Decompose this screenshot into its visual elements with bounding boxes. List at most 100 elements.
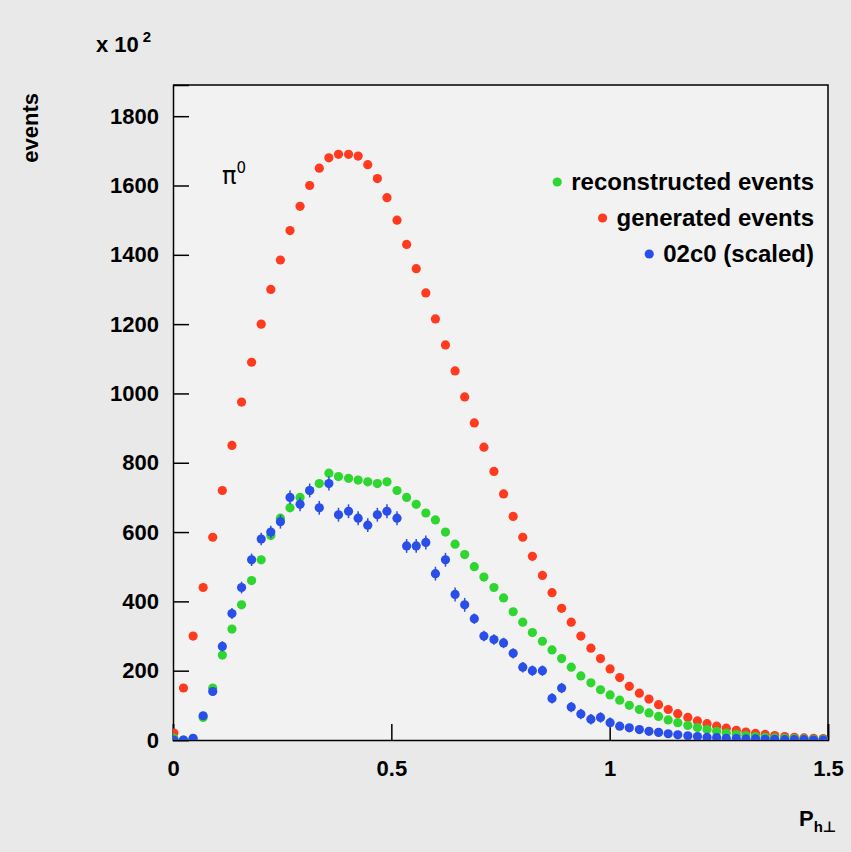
data-point: [615, 722, 624, 731]
data-point: [673, 718, 682, 727]
data-point: [499, 593, 508, 602]
data-point: [479, 631, 488, 640]
data-point: [421, 508, 430, 517]
y-tick-mark: [173, 116, 189, 118]
data-point: [344, 507, 353, 516]
data-point: [538, 637, 547, 646]
data-point: [324, 153, 333, 162]
data-point: [635, 689, 644, 698]
y-tick-label: 1400: [110, 242, 159, 267]
data-point: [363, 477, 372, 486]
data-point: [547, 645, 556, 654]
data-point: [654, 712, 663, 721]
series-0: [173, 469, 828, 740]
x-tick: 0.5: [377, 724, 408, 781]
data-point: [363, 521, 372, 530]
x-tick: 1: [604, 724, 616, 781]
data-point: [693, 732, 702, 740]
legend-label: reconstructed events: [571, 168, 814, 195]
y-tick: 800: [122, 450, 189, 475]
data-point: [344, 150, 353, 159]
data-point: [819, 735, 828, 740]
data-point: [518, 618, 527, 627]
x-axis-title: Ph⊥: [799, 806, 837, 835]
data-point: [518, 533, 527, 542]
data-point: [489, 467, 498, 476]
y-tick-label: 1800: [110, 104, 159, 129]
data-point: [489, 635, 498, 644]
data-point: [819, 735, 828, 740]
y-tick-mark: [173, 670, 189, 672]
data-point: [227, 625, 236, 634]
data-point: [644, 727, 653, 736]
data-point: [266, 285, 275, 294]
data-point: [702, 733, 711, 740]
data-point: [460, 550, 469, 559]
annotation: π0: [222, 159, 246, 190]
legend-marker: [645, 249, 654, 258]
data-point: [586, 644, 595, 653]
data-point: [712, 733, 721, 740]
plot-background: [173, 85, 828, 740]
data-point: [489, 583, 498, 592]
data-point: [509, 649, 518, 658]
annotation-sup: 0: [236, 159, 246, 177]
data-point: [635, 705, 644, 714]
data-point: [625, 701, 634, 710]
legend-marker: [553, 177, 562, 186]
data-point: [227, 609, 236, 618]
data-point: [218, 650, 227, 659]
data-point: [509, 512, 518, 521]
y-tick: 400: [122, 589, 189, 614]
background: [0, 0, 851, 852]
chart: 00.511.502004006008001000120014001600180…: [0, 0, 851, 852]
data-point: [412, 541, 421, 550]
legend: reconstructed eventsgenerated events02c0…: [553, 168, 814, 267]
data-point: [567, 663, 576, 672]
data-point: [431, 314, 440, 323]
data-point: [431, 569, 440, 578]
data-point: [392, 486, 401, 495]
data-point: [576, 631, 585, 640]
data-point: [354, 151, 363, 160]
data-point: [402, 541, 411, 550]
data-point: [392, 514, 401, 523]
data-point: [606, 690, 615, 699]
data-point: [218, 642, 227, 651]
data-point: [324, 469, 333, 478]
y-tick: 1600: [110, 173, 189, 198]
y-tick-label: 800: [122, 450, 159, 475]
x-axis: 00.511.5: [167, 724, 843, 781]
data-point: [208, 687, 217, 696]
data-point: [305, 486, 314, 495]
data-point: [266, 527, 275, 536]
data-point: [547, 694, 556, 703]
data-point: [673, 709, 682, 718]
data-point: [547, 588, 556, 597]
data-point: [295, 500, 304, 509]
data-point: [179, 735, 188, 740]
y-tick-mark: [173, 393, 189, 395]
data-point: [392, 216, 401, 225]
data-point: [315, 164, 324, 173]
data-point: [305, 486, 314, 495]
legend-marker: [598, 213, 607, 222]
data-point: [644, 695, 653, 704]
data-point: [538, 666, 547, 675]
data-point: [247, 358, 256, 367]
data-point: [596, 685, 605, 694]
data-point: [499, 489, 508, 498]
data-point: [373, 174, 382, 183]
y-tick-mark: [173, 463, 189, 465]
data-point: [334, 472, 343, 481]
y-axis: 020040060080010001200140016001800: [110, 86, 189, 753]
x-tick-label: 1.5: [813, 756, 844, 781]
data-point: [538, 571, 547, 580]
data-point: [528, 666, 537, 675]
data-point: [683, 713, 692, 722]
data-point: [257, 320, 266, 329]
data-point: [315, 479, 324, 488]
y-tick: 200: [122, 658, 189, 683]
data-point: [363, 160, 372, 169]
data-point: [606, 664, 615, 673]
